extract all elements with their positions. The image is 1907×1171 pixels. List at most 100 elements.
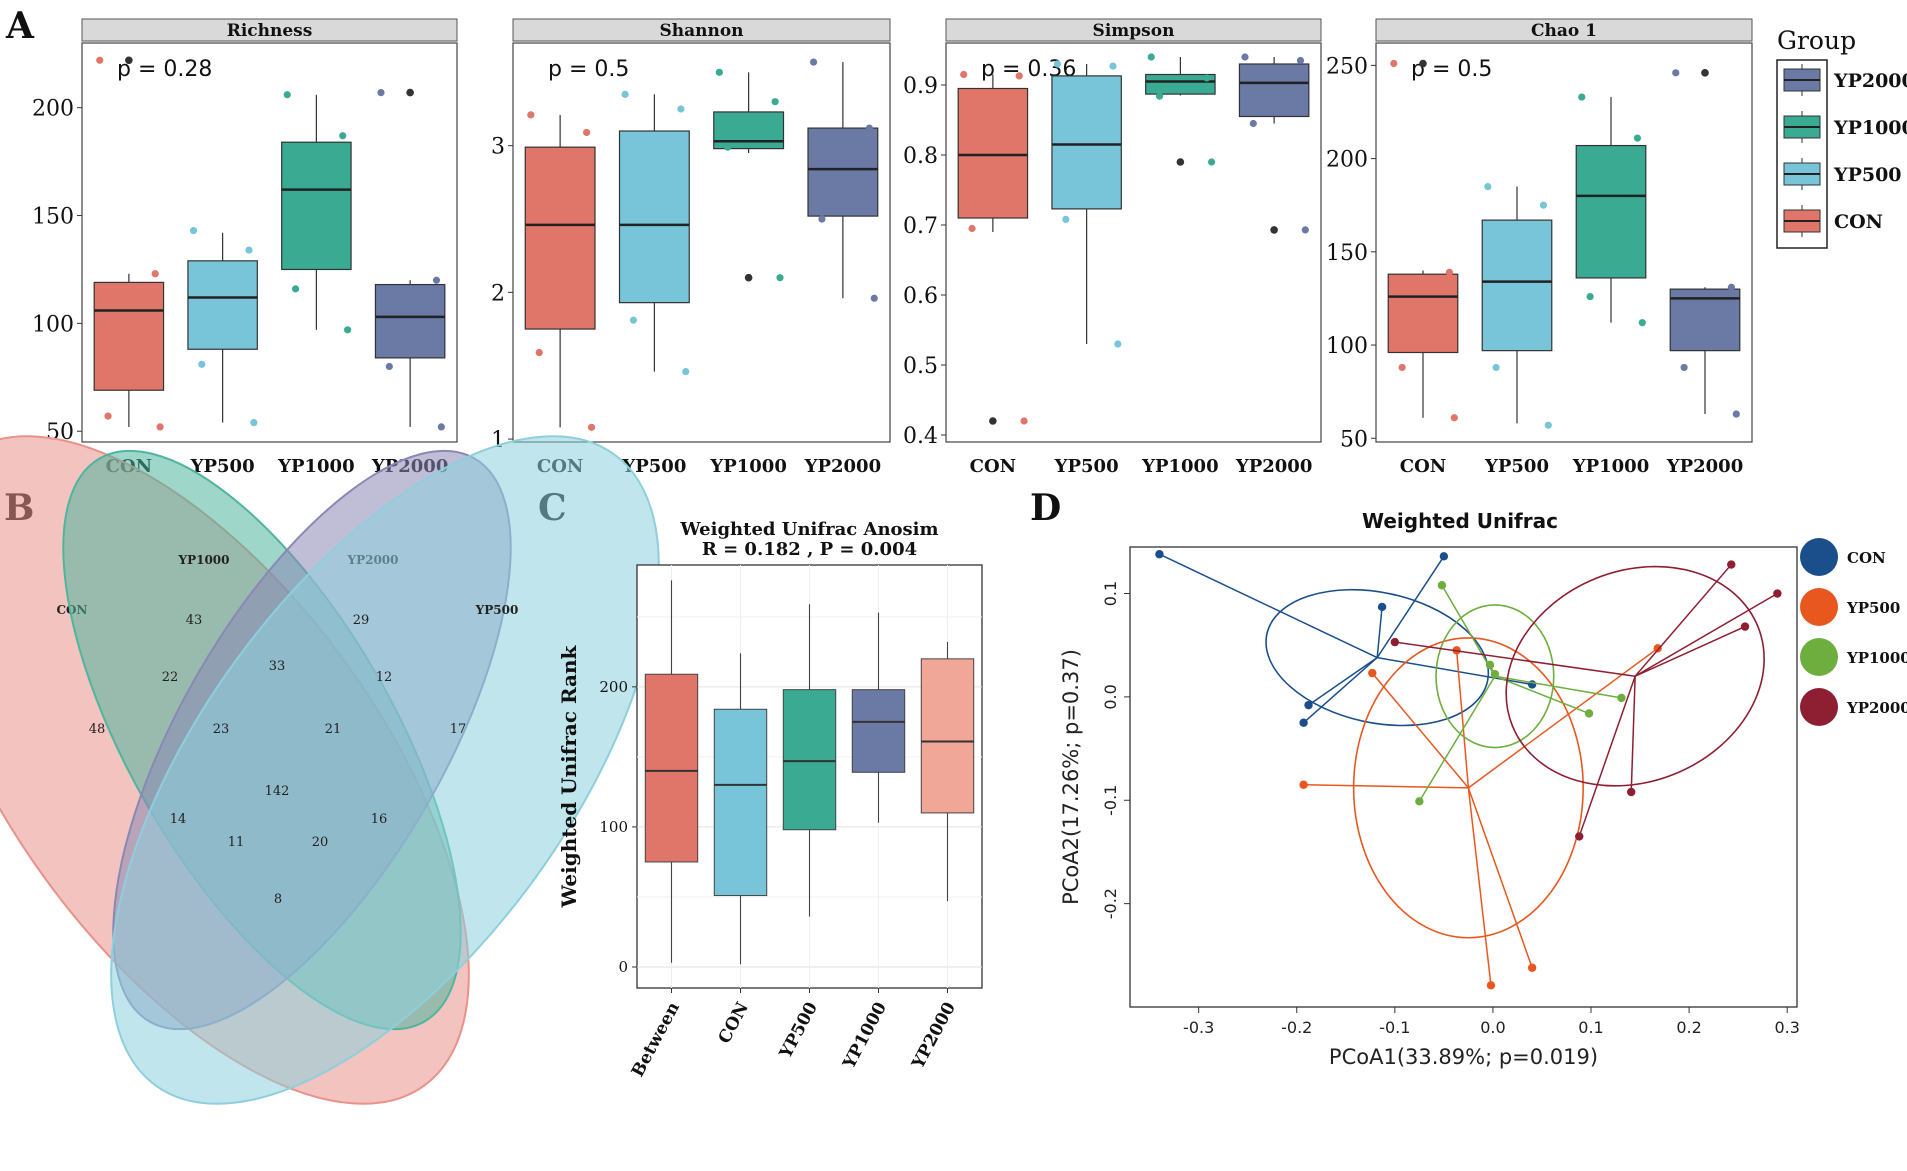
y-axis-label: Weighted Unifrac Rank <box>557 644 581 908</box>
facet-title: Simpson <box>1093 21 1175 41</box>
spider-line <box>1303 657 1378 724</box>
data-point <box>1241 53 1249 61</box>
venn-set-label: YP1000 <box>178 553 230 567</box>
legend-title: Group <box>1777 26 1856 55</box>
sample-point-yp1000 <box>1617 693 1626 703</box>
x-tick-label: YP500 <box>1054 456 1119 477</box>
sample-point-yp1000 <box>1415 797 1424 806</box>
y-tick-label: 0.8 <box>903 144 938 169</box>
sample-point-con <box>1299 718 1308 727</box>
sample-point-yp2000 <box>1773 589 1782 598</box>
data-point <box>1672 69 1680 77</box>
sample-point-yp2000 <box>1740 622 1750 631</box>
y-tick-label: 2 <box>491 281 505 306</box>
data-point <box>818 215 826 223</box>
spider-line <box>1634 564 1732 677</box>
x-tick-label: CON <box>715 999 753 1047</box>
data-point <box>1450 414 1458 422</box>
venn-count: 14 <box>170 812 187 827</box>
y-tick-label: 0.5 <box>903 354 938 379</box>
data-point <box>156 423 164 431</box>
spider-line <box>1634 625 1746 677</box>
y-tick-label: 3 <box>491 135 505 160</box>
sample-point-yp1000 <box>1485 660 1495 670</box>
data-point <box>1062 215 1070 223</box>
box-yp500 <box>782 689 837 831</box>
box-yp500 <box>187 260 258 350</box>
x-tick-label: YP2000 <box>1666 456 1743 477</box>
spider-line <box>1418 675 1496 802</box>
y-tick-label: 0.6 <box>903 284 938 309</box>
box-con <box>524 146 596 330</box>
ellipse-yp2000 <box>1505 565 1765 787</box>
data-point <box>245 246 253 254</box>
x-tick-label: YP1000 <box>277 456 354 477</box>
venn-count: 33 <box>269 659 286 674</box>
x-tick-label: YP1000 <box>709 456 786 477</box>
box-yp2000 <box>374 283 446 359</box>
legend-frame <box>1776 59 1828 249</box>
x-tick-label: 0.1 <box>1578 1018 1603 1037</box>
data-point <box>629 316 638 324</box>
data-point <box>437 423 445 431</box>
data-point <box>151 270 159 278</box>
box-con <box>93 281 165 391</box>
x-axis-label: PCoA1(33.89%; p=0.019) <box>1329 1045 1598 1069</box>
data-point <box>1586 292 1594 301</box>
box-yp2000 <box>1238 63 1310 118</box>
box-yp500 <box>1481 219 1553 352</box>
x-tick-label: 0.3 <box>1774 1018 1799 1037</box>
sample-point-yp2000 <box>1575 832 1584 841</box>
data-point <box>1114 340 1122 348</box>
outlier-point <box>1176 158 1185 166</box>
ellipse-yp1000 <box>1435 604 1555 749</box>
sample-point-yp500 <box>1368 668 1377 678</box>
venn-count: 12 <box>376 670 393 685</box>
box-yp1000 <box>713 111 785 150</box>
sample-point-yp500 <box>1299 780 1308 789</box>
data-point <box>250 418 258 427</box>
x-tick-label: YP2000 <box>804 456 881 477</box>
y-tick-label: 100 <box>32 312 74 337</box>
ellipse-yp500 <box>1352 637 1584 939</box>
sample-point-yp2000 <box>1727 560 1736 569</box>
spider-line <box>1467 787 1492 986</box>
spider-line <box>1467 647 1659 789</box>
data-point <box>870 294 878 302</box>
legend-label: CON <box>1847 549 1886 567</box>
data-point <box>291 285 300 293</box>
venn-set-yp500 <box>110 435 660 1105</box>
facet-strip <box>512 18 891 42</box>
y-axis-label: PCoA2(17.26%; p=0.37) <box>1059 649 1083 905</box>
data-point <box>339 132 347 140</box>
data-point <box>1445 268 1454 276</box>
y-tick-label: 0.9 <box>903 74 938 99</box>
data-point <box>1633 134 1642 142</box>
data-point <box>771 98 779 106</box>
y-tick-label: 100 <box>1326 334 1368 359</box>
sample-point-yp1000 <box>1490 669 1500 679</box>
x-tick-label: YP1000 <box>839 999 891 1073</box>
venn-count: 17 <box>450 722 467 737</box>
data-point <box>104 412 112 420</box>
x-tick-label: Between <box>628 999 684 1081</box>
data-point <box>583 128 591 137</box>
x-tick-label: -0.1 <box>1379 1018 1410 1037</box>
y-tick-label: 250 <box>1326 54 1368 79</box>
facet-title: Shannon <box>659 21 743 41</box>
y-tick-label: 200 <box>599 678 628 696</box>
anosim-stats: R = 0.182 , P = 0.004 <box>702 539 917 560</box>
box-yp1000 <box>851 689 906 773</box>
y-tick-label: 200 <box>32 97 74 122</box>
x-tick-label: YP1000 <box>1572 456 1649 477</box>
data-point <box>1109 62 1117 70</box>
x-tick-label: YP500 <box>775 999 822 1063</box>
legend-dot-yp2000 <box>1800 688 1838 726</box>
sample-point-con <box>1439 552 1449 561</box>
box-yp500 <box>1051 75 1122 210</box>
data-point <box>1544 421 1552 429</box>
data-point <box>809 58 818 66</box>
